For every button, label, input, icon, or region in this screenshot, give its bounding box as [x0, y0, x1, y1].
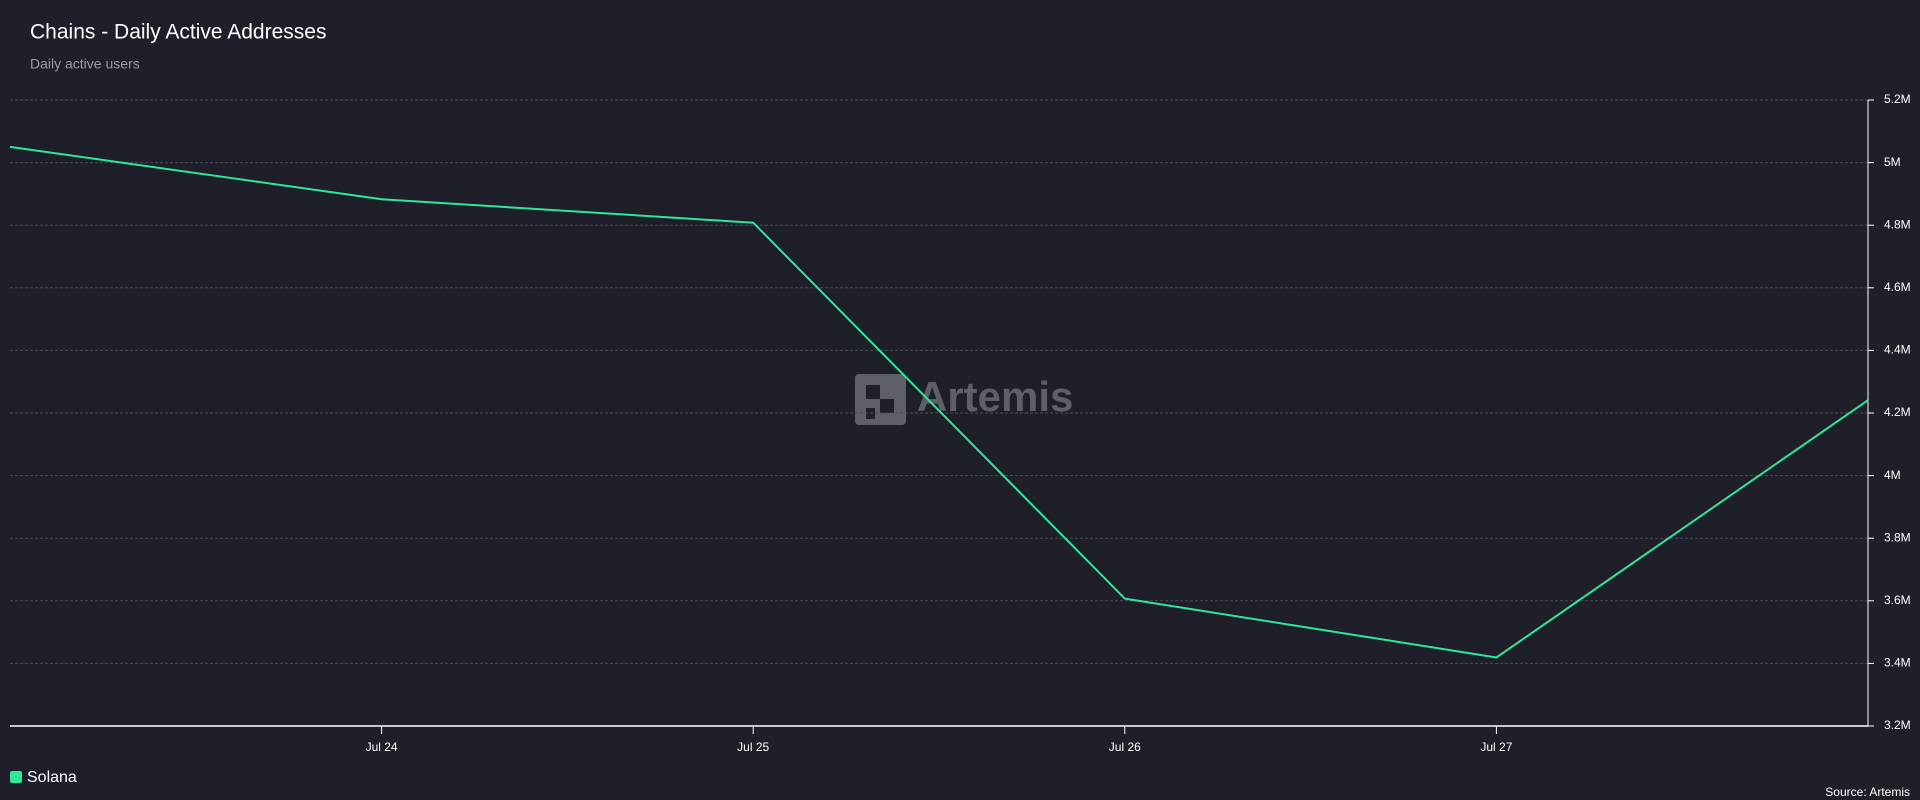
watermark-logo [855, 374, 906, 425]
y-tick-label: 4.6M [1884, 280, 1911, 294]
line-series [9, 145, 1869, 659]
y-tick-label: 5M [1884, 155, 1901, 169]
chart-subtitle: Daily active users [30, 56, 140, 72]
source: Source: Artemis [1825, 785, 1910, 799]
y-tick-label: 4.2M [1884, 405, 1911, 419]
x-tick-label: Jul 24 [366, 740, 398, 754]
y-tick-label: 4.8M [1884, 217, 1911, 231]
y-tick-label: 3.2M [1884, 718, 1911, 732]
legend-label: Solana [27, 769, 77, 786]
y-tick-label: 5.2M [1884, 92, 1911, 106]
y-tick-label: 3.4M [1884, 656, 1911, 670]
x-tick-label: Jul 27 [1480, 740, 1512, 754]
x-tick-label: Jul 26 [1109, 740, 1141, 754]
y-tick-label: 3.6M [1884, 593, 1911, 607]
chart-title: Chains - Daily Active Addresses [30, 21, 326, 44]
x-tick-label: Jul 25 [737, 740, 769, 754]
y-tick-label: 4M [1884, 468, 1901, 482]
legend-swatch [10, 771, 22, 783]
y-tick-label: 3.8M [1884, 530, 1911, 544]
y-tick-label: 4.4M [1884, 343, 1911, 357]
watermark-text: Artemis [917, 373, 1073, 420]
